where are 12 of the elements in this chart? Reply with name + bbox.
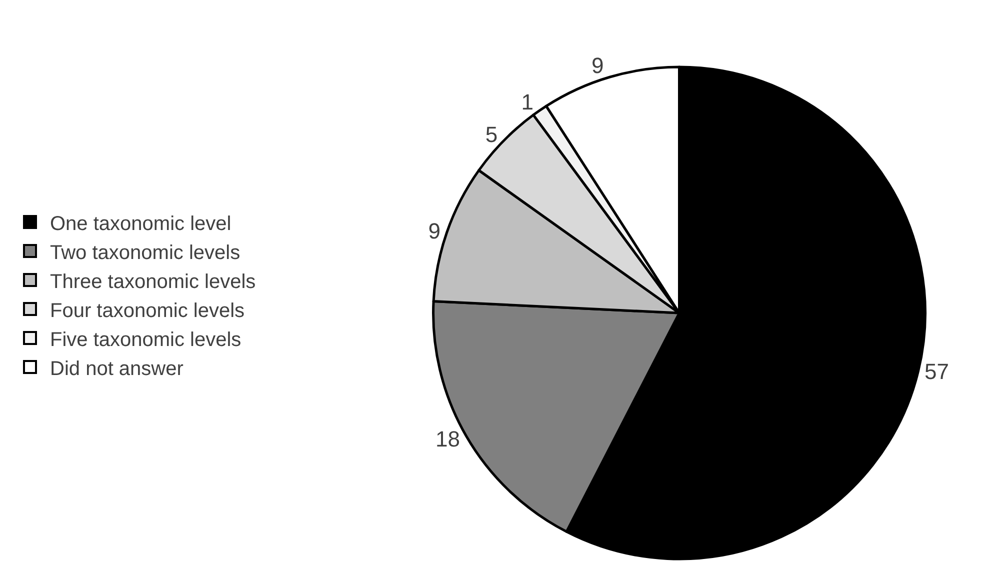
data-label: 5: [485, 122, 498, 147]
legend-label: Four taxonomic levels: [50, 300, 245, 322]
data-label: 9: [428, 218, 441, 244]
legend-label: Three taxonomic levels: [50, 270, 256, 293]
data-label: 18: [435, 426, 460, 452]
legend-label: Did not answer: [50, 358, 184, 380]
legend-label: Two taxonomic levels: [50, 242, 240, 264]
data-label: 9: [591, 52, 604, 78]
legend-label: One taxonomic level: [50, 212, 232, 235]
legend-label: Five taxonomic levels: [50, 328, 242, 351]
data-label: 57: [924, 359, 950, 384]
data-label: 1: [521, 89, 534, 114]
